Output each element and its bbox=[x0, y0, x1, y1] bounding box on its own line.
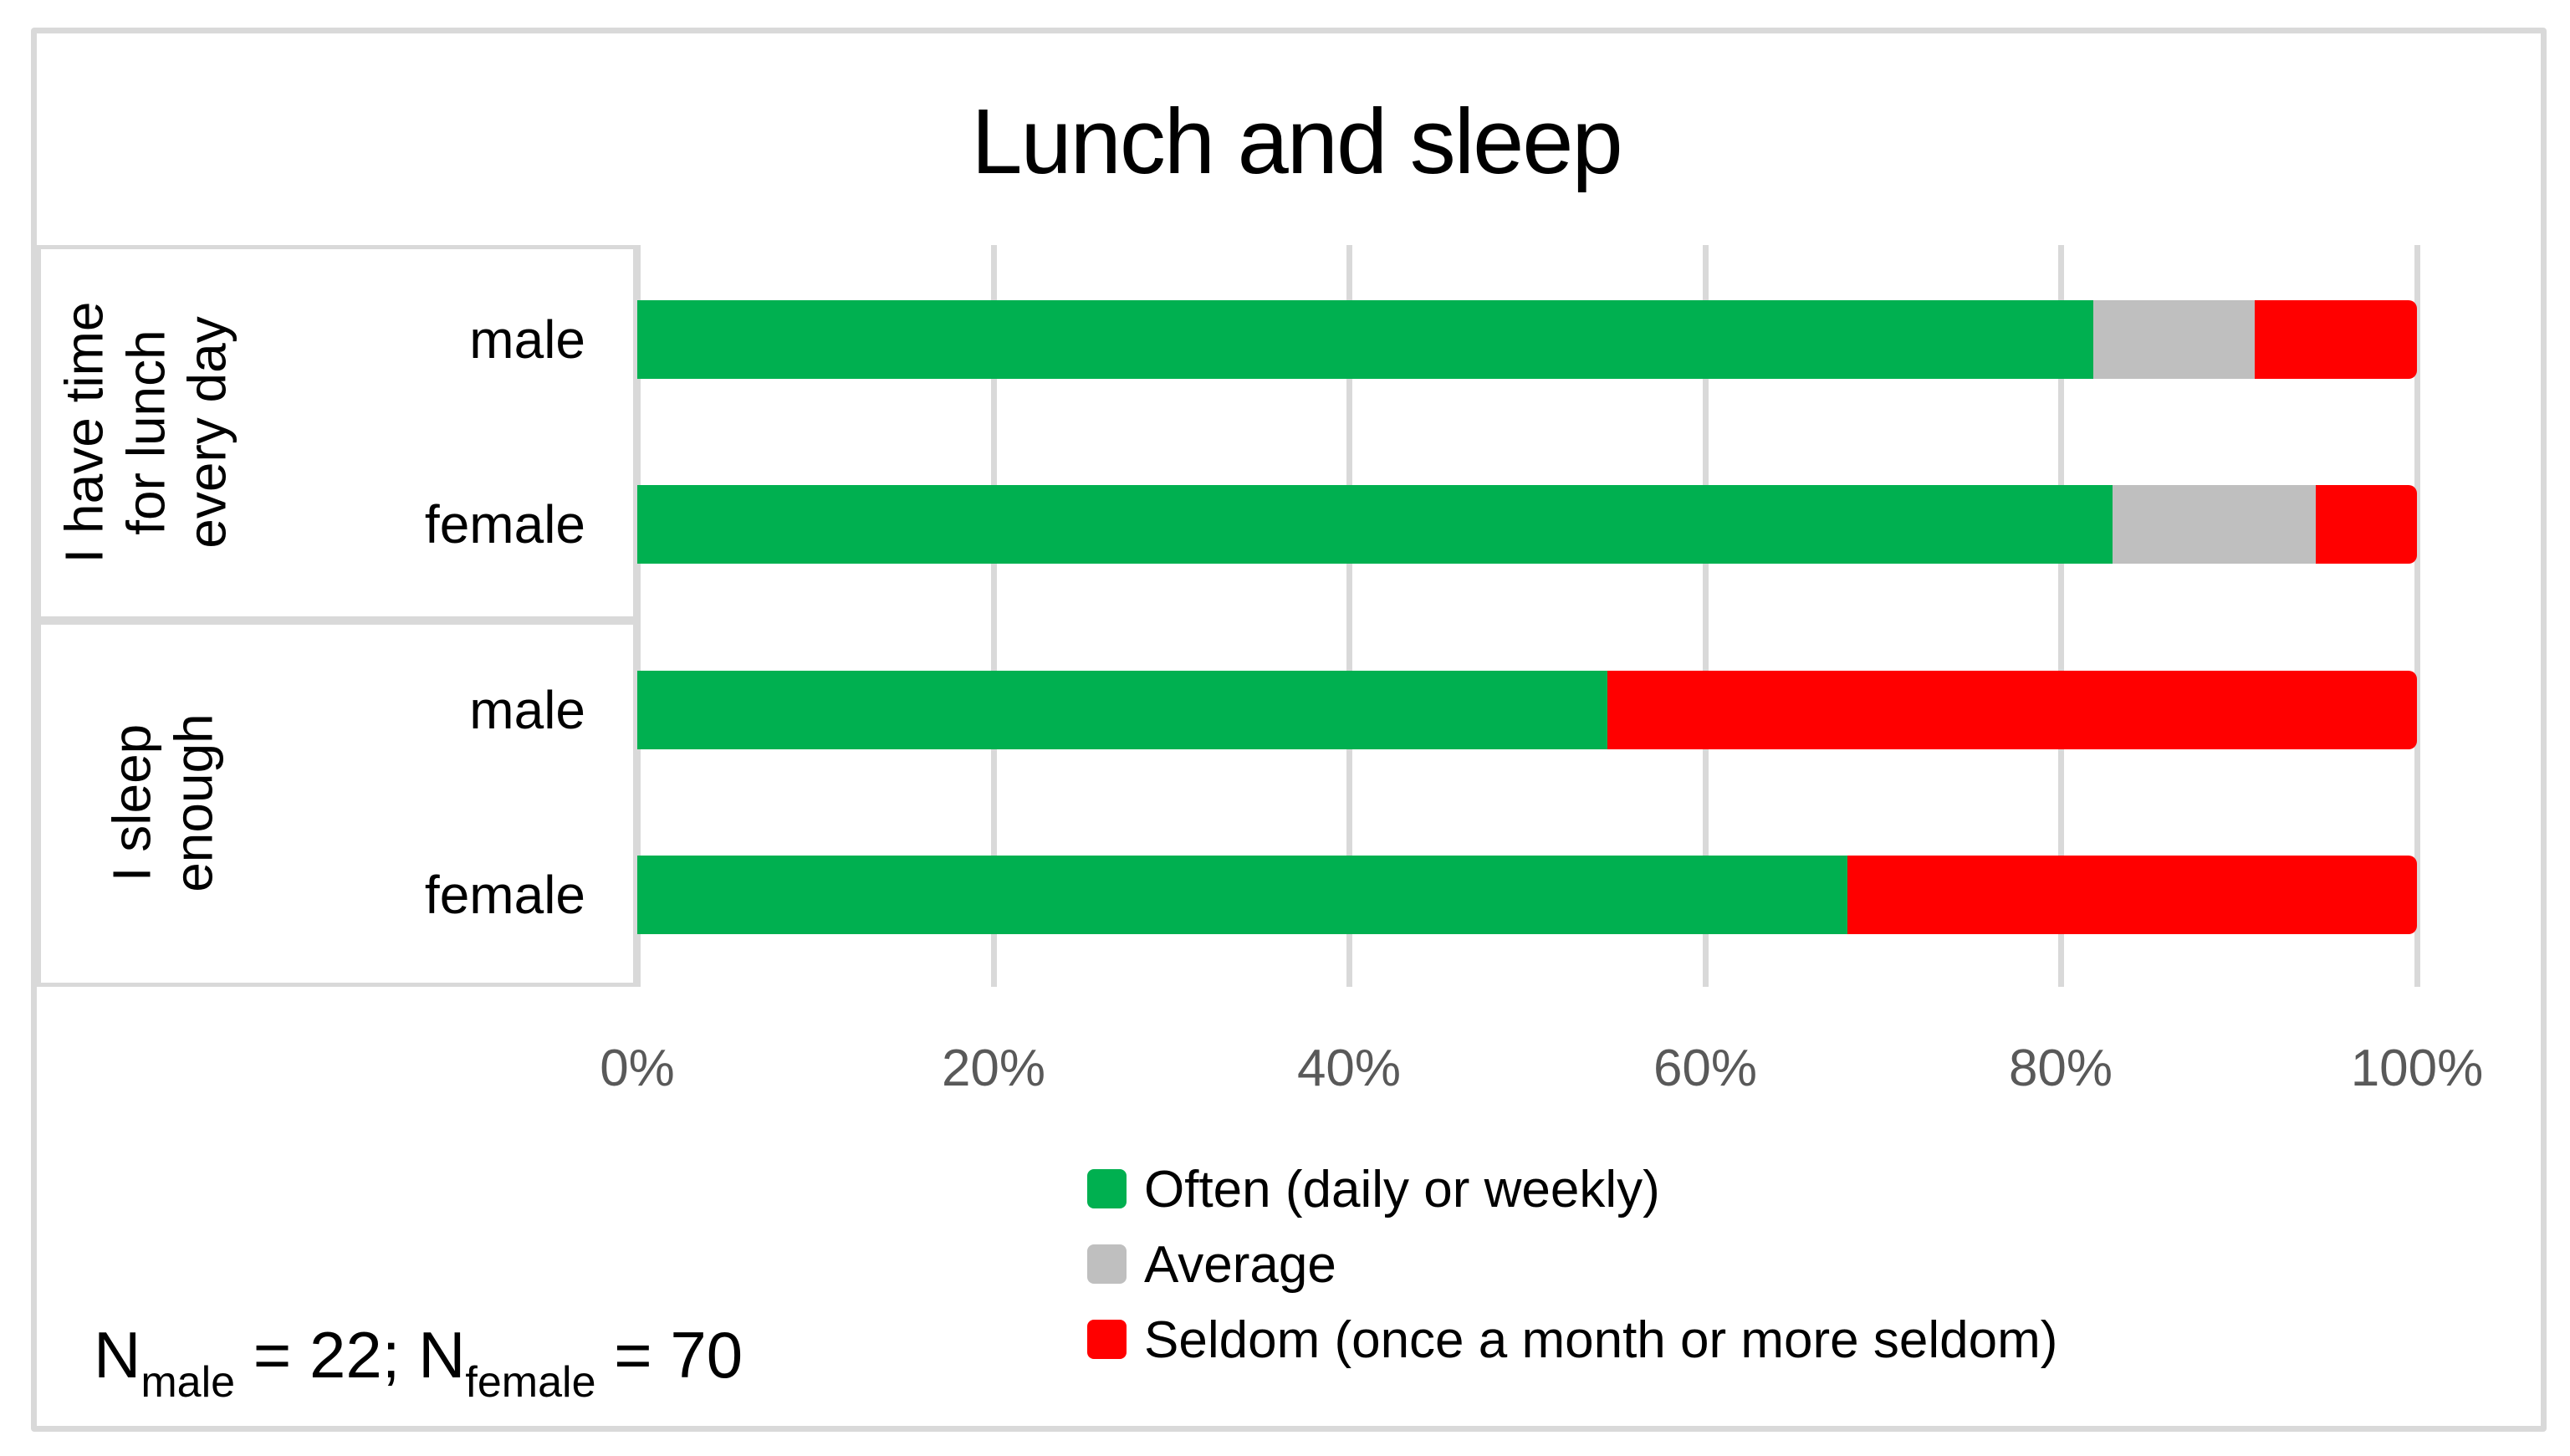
group-label-sleep: I sleep enough bbox=[101, 713, 224, 892]
x-tick-0: 0% bbox=[600, 1040, 675, 1097]
bar-segment-often bbox=[637, 300, 2093, 379]
bar-sleep-male bbox=[637, 671, 2417, 749]
legend-label-average: Average bbox=[1144, 1236, 1336, 1294]
bar-segment-average bbox=[2092, 300, 2256, 379]
group-label-lunch: I have time for lunch every day bbox=[54, 301, 239, 563]
legend-label-seldom: Seldom (once a month or more seldom) bbox=[1144, 1311, 2058, 1369]
x-tick-60: 60% bbox=[1653, 1040, 1758, 1097]
legend-swatch-often-icon bbox=[1087, 1169, 1127, 1208]
gridline-100pct bbox=[2414, 245, 2420, 987]
legend-label-often: Often (daily or weekly) bbox=[1144, 1161, 1660, 1218]
x-tick-20: 20% bbox=[941, 1040, 1046, 1097]
bar-segment-often bbox=[637, 856, 1848, 934]
group-label-sleep-line2: enough bbox=[163, 713, 223, 892]
sample-size-note: Nmale = 22; Nfemale = 70 bbox=[94, 1318, 743, 1403]
row-label-lunch-female: female bbox=[424, 494, 585, 554]
note-eq-female: = 70 bbox=[595, 1318, 743, 1392]
bar-segment-seldom bbox=[2315, 485, 2417, 564]
bar-segment-seldom bbox=[1607, 671, 2417, 749]
x-tick-80: 80% bbox=[2008, 1040, 2113, 1097]
bar-segment-often bbox=[637, 671, 1607, 749]
gridline-20pct bbox=[991, 245, 997, 987]
category-cell-sleep bbox=[37, 621, 637, 987]
group-label-sleep-line1: I sleep bbox=[101, 723, 162, 882]
row-label-lunch-male: male bbox=[469, 309, 585, 370]
note-eq-male: = 22; bbox=[235, 1318, 419, 1392]
bar-lunch-female bbox=[637, 485, 2417, 564]
note-n-male: N bbox=[94, 1318, 141, 1392]
group-label-lunch-line3: every day bbox=[176, 316, 238, 549]
x-tick-100: 100% bbox=[2350, 1040, 2484, 1097]
note-sub-male: male bbox=[141, 1357, 236, 1407]
gridline-0pct bbox=[635, 245, 641, 987]
row-label-sleep-male: male bbox=[469, 680, 585, 740]
note-sub-female: female bbox=[465, 1357, 596, 1407]
legend-swatch-seldom-icon bbox=[1087, 1320, 1127, 1359]
bar-sleep-female bbox=[637, 856, 2417, 934]
bar-segment-average bbox=[2113, 485, 2316, 564]
category-cell-lunch bbox=[37, 245, 637, 621]
bar-segment-seldom bbox=[1847, 856, 2417, 934]
row-label-sleep-female: female bbox=[424, 865, 585, 925]
legend-swatch-average-icon bbox=[1087, 1244, 1127, 1284]
x-tick-40: 40% bbox=[1296, 1040, 1402, 1097]
chart-title: Lunch and sleep bbox=[971, 90, 1622, 193]
group-label-lunch-line2: for lunch bbox=[115, 330, 176, 535]
gridline-60pct bbox=[1703, 245, 1709, 987]
note-n-female: N bbox=[418, 1318, 466, 1392]
group-label-lunch-line1: I have time bbox=[54, 301, 115, 564]
bar-segment-seldom bbox=[2255, 300, 2417, 379]
gridline-80pct bbox=[2058, 245, 2064, 987]
bar-segment-often bbox=[637, 485, 2113, 564]
gridline-40pct bbox=[1346, 245, 1352, 987]
bar-lunch-male bbox=[637, 300, 2417, 379]
